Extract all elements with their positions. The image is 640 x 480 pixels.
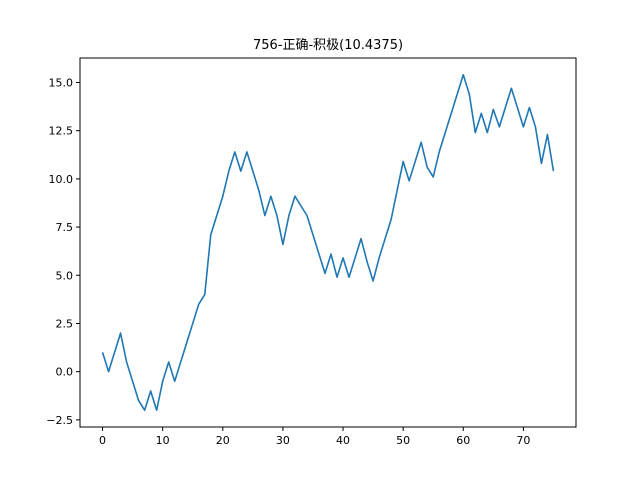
y-tick-label: 10.0: [49, 173, 74, 186]
plot-frame: [79, 57, 577, 428]
x-tick-label: 70: [516, 434, 530, 447]
y-axis: −2.5 0.0 2.5 5.0 7.5 10.0 12.5 15.0: [46, 76, 80, 427]
y-tick-label: 2.5: [56, 317, 74, 330]
y-tick-label: 5.0: [56, 269, 74, 282]
x-tick-label: 20: [216, 434, 230, 447]
x-tick-label: 10: [156, 434, 170, 447]
y-tick-label: 0.0: [56, 366, 74, 379]
chart-title: 756-正确-积极(10.4375): [253, 38, 403, 53]
x-axis: 0 10 20 30 40 50 60 70: [99, 427, 530, 447]
x-tick-label: 30: [276, 434, 290, 447]
y-tick-label: 15.0: [49, 76, 74, 89]
y-tick-label: 12.5: [49, 125, 74, 138]
x-tick-label: 60: [456, 434, 470, 447]
x-tick-label: 40: [336, 434, 350, 447]
y-tick-label: 7.5: [56, 221, 74, 234]
x-tick-label: 50: [396, 434, 410, 447]
series-line-0: [101, 73, 555, 412]
y-tick-label: −2.5: [46, 414, 73, 427]
x-tick-label: 0: [99, 434, 106, 447]
